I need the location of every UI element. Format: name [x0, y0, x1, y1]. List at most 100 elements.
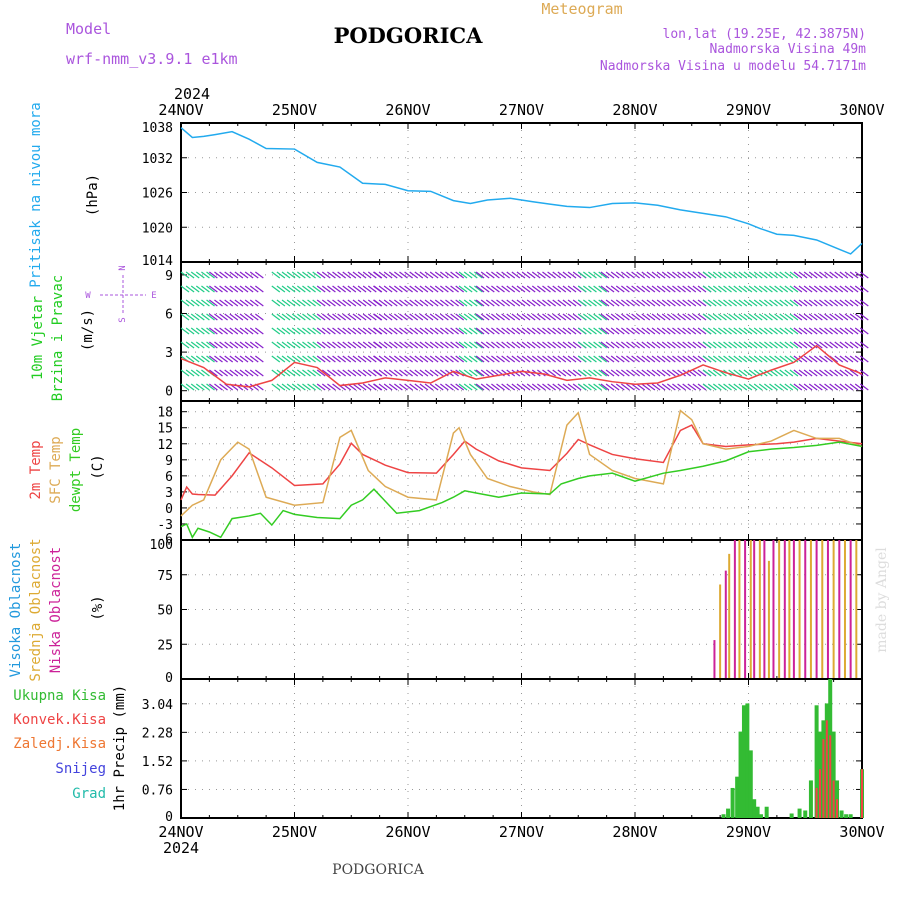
precip-bar: [730, 787, 735, 818]
wind-barb: [651, 285, 661, 293]
wind-barb: [286, 369, 296, 377]
wind-barb: [224, 383, 234, 391]
wind-barb: [383, 383, 393, 391]
wind-barb: [621, 299, 630, 307]
wind-barb: [271, 271, 281, 279]
wind-barb: [615, 383, 625, 391]
wind-barb: [547, 327, 556, 335]
wind-barb: [641, 285, 651, 293]
wind-barb: [475, 285, 485, 293]
wind-barb: [849, 341, 859, 349]
wind-barb: [224, 341, 234, 349]
wind-barb: [383, 299, 393, 307]
precip-bar: [839, 810, 844, 818]
wind-barb: [254, 299, 264, 307]
wind-barb: [367, 369, 377, 377]
wind-barb: [357, 383, 367, 391]
wind-barb: [758, 327, 768, 335]
wind-barb: [803, 285, 813, 293]
wind-barb: [798, 299, 808, 307]
wind-barb: [244, 327, 254, 335]
wind-barb: [332, 327, 341, 335]
wind-barb: [567, 299, 577, 307]
credit-label: made by Angel: [874, 547, 890, 653]
wind-barb: [302, 285, 311, 293]
wind-barb: [206, 383, 215, 391]
wind-barb: [834, 341, 844, 349]
wind-barb: [373, 369, 383, 377]
wind-barb: [234, 327, 244, 335]
wind-barb: [593, 271, 602, 279]
wind-barb: [367, 285, 377, 293]
wind-barb: [666, 299, 676, 307]
wind-barb: [434, 299, 444, 307]
wind-barb: [723, 285, 732, 293]
wind-barb: [834, 327, 844, 335]
wind-barb: [798, 369, 808, 377]
wind-barb: [219, 285, 228, 293]
wind-barb: [206, 285, 215, 293]
wind-barb: [480, 327, 490, 335]
wind-barb: [521, 341, 531, 349]
wind-barb: [347, 341, 357, 349]
wind-barb: [808, 313, 818, 321]
y-tick-label: 0.76: [142, 783, 173, 798]
wind-barb: [352, 327, 362, 335]
wind-barb: [388, 299, 398, 307]
wind-barb: [661, 313, 671, 321]
wind-barb: [480, 369, 490, 377]
wind-barb: [195, 355, 205, 363]
wind-barb: [839, 327, 849, 335]
wind-barb: [362, 355, 372, 363]
wind-barb: [485, 355, 495, 363]
wind-barb: [844, 299, 854, 307]
wind-barb: [347, 285, 357, 293]
wind-barb: [588, 383, 597, 391]
wind-barb: [600, 341, 610, 349]
wind-barb: [702, 271, 712, 279]
wind-barb: [214, 299, 223, 307]
wind-barb: [588, 299, 597, 307]
wind-barb: [383, 341, 393, 349]
wind-barb: [808, 327, 818, 335]
wind-barb: [682, 285, 692, 293]
wind-barb: [450, 313, 459, 321]
wind-barb: [636, 271, 646, 279]
wind-barb: [214, 383, 223, 391]
wind-barb: [249, 285, 259, 293]
wind-barb: [789, 271, 799, 279]
wind-barb: [779, 285, 789, 293]
wind-barb: [697, 369, 707, 377]
wind-barb: [327, 299, 336, 307]
wind-barb: [352, 285, 362, 293]
wind-barb: [474, 341, 483, 349]
wind-barb: [769, 313, 778, 321]
wind-barb: [180, 285, 190, 293]
wind-barb: [819, 341, 828, 349]
wind-barb: [302, 327, 311, 335]
wind-barb: [598, 327, 608, 335]
wind-barb: [201, 313, 210, 321]
panel-pressure: 1038 1032 1026 1020 1014: [142, 121, 863, 269]
wind-barb: [707, 327, 717, 335]
wind-barb: [214, 285, 223, 293]
wind-barb: [307, 341, 316, 349]
wind-barb: [626, 327, 635, 335]
wind-barb: [206, 271, 215, 279]
wind-barb: [610, 369, 620, 377]
wind-barb: [621, 327, 630, 335]
wind-barb: [394, 327, 403, 335]
wind-barb: [728, 271, 737, 279]
wind-barb: [562, 327, 572, 335]
wind-barb: [577, 285, 587, 293]
date-label: 27NOV: [499, 101, 544, 119]
wind-barb: [357, 355, 367, 363]
wind-barb: [844, 327, 854, 335]
wind-barb: [332, 299, 341, 307]
wind-barb: [552, 285, 562, 293]
wind-barb: [834, 383, 844, 391]
panel-precip: 3.04 2.28 1.52 0.76 0: [142, 678, 864, 825]
wind-barb: [677, 327, 686, 335]
wind-barb: [439, 313, 449, 321]
wind-barb: [429, 313, 439, 321]
